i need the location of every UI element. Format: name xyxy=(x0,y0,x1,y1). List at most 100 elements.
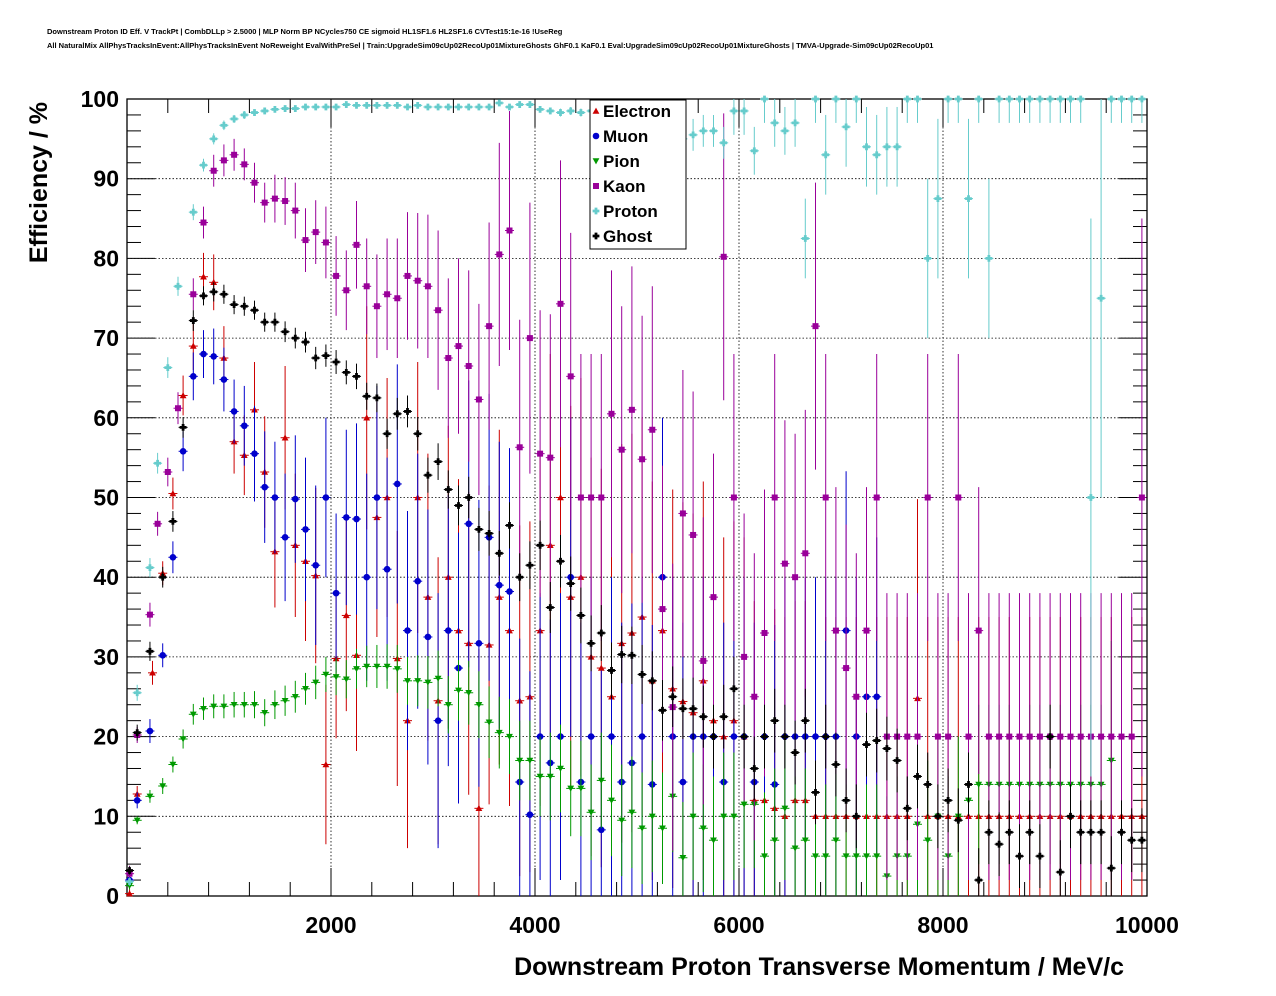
proton-point xyxy=(240,111,248,119)
ghost-point xyxy=(312,354,320,362)
pion-point xyxy=(608,797,615,804)
proton-point xyxy=(546,107,554,115)
proton-point xyxy=(975,95,983,103)
kaon-point xyxy=(241,161,248,168)
kaon-point xyxy=(628,406,635,413)
muon-point xyxy=(220,376,228,383)
kaon-point xyxy=(710,594,717,601)
kaon-point xyxy=(934,733,941,740)
ghost-point xyxy=(230,301,238,309)
kaon-point xyxy=(761,629,768,636)
axis-ticks xyxy=(127,98,1148,897)
ghost-point xyxy=(557,557,564,565)
pion-point xyxy=(465,690,473,697)
ghost-point xyxy=(495,549,503,557)
kaon-point xyxy=(792,574,799,581)
ghost-point xyxy=(781,733,789,740)
proton-point xyxy=(1067,95,1074,103)
kaon-point xyxy=(414,277,421,284)
kaon-point xyxy=(394,295,401,302)
pion-point xyxy=(383,663,391,670)
electron-point xyxy=(557,494,564,501)
ghost-point xyxy=(812,788,819,796)
legend-label-kaon: Kaon xyxy=(603,177,646,196)
y-tick-label: 90 xyxy=(93,166,119,192)
pion-point xyxy=(577,785,585,792)
proton-point xyxy=(883,143,891,151)
proton-point xyxy=(750,147,758,155)
proton-point xyxy=(557,109,564,116)
pion-point xyxy=(200,705,207,713)
proton-point xyxy=(424,103,432,111)
kaon-point xyxy=(404,272,411,279)
legend-entry-pion: Pion xyxy=(592,152,640,171)
kaon-point xyxy=(863,627,870,634)
proton-point xyxy=(771,119,779,127)
ghost-point xyxy=(577,612,585,619)
pion-point xyxy=(261,709,269,717)
ghost-point xyxy=(1138,836,1146,844)
legend-marker-proton xyxy=(592,207,600,215)
pion-point xyxy=(771,837,779,844)
pion-point xyxy=(781,805,789,812)
proton-point xyxy=(710,127,717,135)
proton-point xyxy=(965,195,972,203)
kaon-point xyxy=(567,373,574,380)
muon-point xyxy=(445,627,452,634)
ghost-point xyxy=(944,796,952,804)
kaon-point xyxy=(363,283,370,290)
kaon-point xyxy=(547,454,554,461)
proton-point xyxy=(761,95,768,103)
kaon-point xyxy=(781,560,788,567)
pion-point xyxy=(133,817,141,824)
kaon-point xyxy=(639,456,646,463)
proton-point xyxy=(944,95,952,103)
header-line-1: Downstream Proton ID Eff. V TrackPt | Co… xyxy=(47,27,563,36)
proton-point xyxy=(146,564,154,572)
ghost-point xyxy=(852,812,860,820)
kaon-point xyxy=(271,195,278,202)
kaon-point xyxy=(975,627,982,634)
proton-point xyxy=(353,101,360,109)
muon-point xyxy=(271,494,279,501)
pion-point xyxy=(730,813,738,820)
pion-point xyxy=(812,853,819,860)
ghost-point xyxy=(240,302,248,310)
proton-point xyxy=(995,95,1003,103)
proton-point xyxy=(954,95,962,103)
legend-entry-ghost: Ghost xyxy=(592,227,652,246)
ghost-point xyxy=(771,717,779,725)
kaon-point xyxy=(802,550,809,557)
pion-point xyxy=(189,711,197,718)
x-tick-labels: 2000 4000 6000 8000 10000 xyxy=(305,912,1179,938)
proton-point xyxy=(699,127,707,135)
kaon-point xyxy=(146,611,153,618)
ghost-point xyxy=(261,318,269,326)
proton-point xyxy=(363,101,371,109)
ghost-point xyxy=(465,494,473,501)
y-tick-label: 50 xyxy=(93,485,119,511)
ghost-point xyxy=(404,408,411,415)
kaon-point xyxy=(526,335,533,342)
proton-point xyxy=(822,151,830,159)
proton-point xyxy=(444,103,452,111)
ghost-point xyxy=(1118,828,1125,836)
proton-point xyxy=(189,208,197,216)
ghost-point xyxy=(740,733,748,740)
kaon-point xyxy=(741,653,748,660)
ghost-point xyxy=(1056,868,1064,876)
legend-label-ghost: Ghost xyxy=(603,227,652,246)
x-tick-label: 8000 xyxy=(917,912,968,938)
pion-point xyxy=(659,825,666,832)
electron-point xyxy=(149,669,156,676)
kaon-point xyxy=(1128,733,1135,740)
y-tick-label: 60 xyxy=(93,405,119,431)
muon-point xyxy=(496,581,503,589)
pion-point xyxy=(230,702,238,709)
ghost-point xyxy=(332,358,340,366)
muon-point xyxy=(434,717,442,724)
muon-point xyxy=(302,526,309,533)
kaon-point xyxy=(455,343,462,350)
proton-point xyxy=(832,95,840,103)
legend-marker-kaon xyxy=(593,183,599,189)
